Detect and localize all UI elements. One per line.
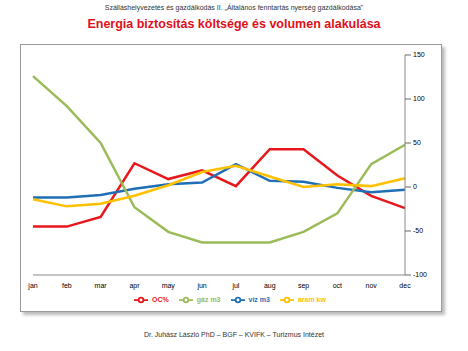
- html-text:áram kw: áram kw: [297, 295, 326, 303]
- svg-text:aug: aug: [264, 282, 276, 290]
- html-text:gáz m3: gáz m3: [196, 295, 221, 303]
- html-text:Energia biztosítás költsége és: Energia biztosítás költsége és volumen a…: [87, 17, 381, 31]
- svg-text:feb: feb: [62, 282, 72, 289]
- html-text:Szálláshelyvezetés és gazdálko: Szálláshelyvezetés és gazdálkodás II. „Á…: [104, 4, 364, 11]
- svg-text:mar: mar: [95, 282, 108, 289]
- svg-text:100: 100: [413, 95, 425, 102]
- html-text:OC%: OC%: [152, 295, 169, 303]
- svg-text:jan: jan: [27, 282, 37, 290]
- svg-text:sep: sep: [298, 282, 309, 290]
- svg-text:dec: dec: [399, 282, 411, 289]
- svg-text:150: 150: [413, 51, 425, 58]
- html-text:víz m3: víz m3: [248, 295, 270, 303]
- svg-text:jul: jul: [231, 282, 239, 290]
- svg-text:nov: nov: [366, 282, 378, 289]
- svg-text:jun: jun: [196, 282, 206, 290]
- svg-text:may: may: [162, 282, 176, 290]
- svg-text:apr: apr: [129, 282, 140, 290]
- svg-text:oct: oct: [333, 282, 342, 289]
- svg-text:0: 0: [413, 183, 417, 190]
- svg-text:-100: -100: [413, 271, 427, 278]
- html-text:Dr. Juhász László PhD – BGF –: Dr. Juhász László PhD – BGF – KVIFK – Tu…: [143, 331, 325, 338]
- svg-text:-50: -50: [413, 227, 423, 234]
- svg-text:50: 50: [413, 139, 421, 146]
